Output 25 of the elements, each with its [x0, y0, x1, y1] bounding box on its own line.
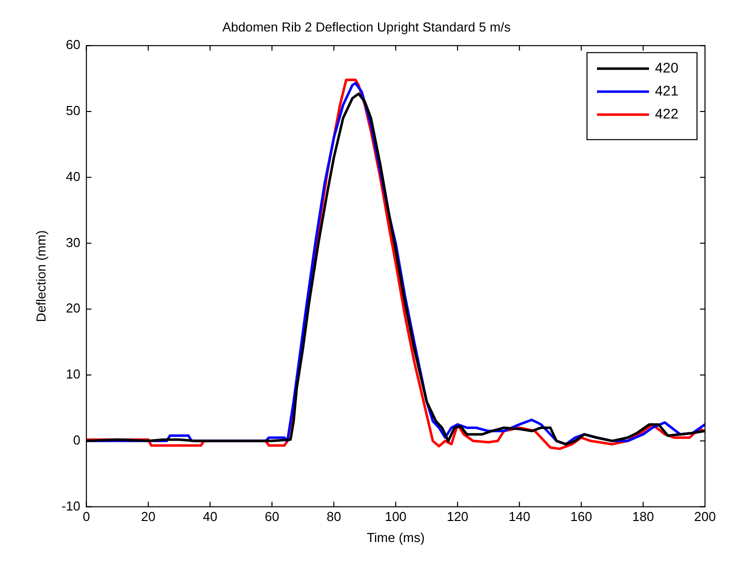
x-tick-label: 40: [202, 509, 218, 524]
x-tick-label: 160: [570, 509, 592, 524]
x-tick-label: 180: [632, 509, 654, 524]
x-tick-label: 20: [141, 509, 156, 524]
x-tick-label: 80: [326, 509, 342, 524]
legend-label: 420: [655, 59, 679, 76]
x-tick-label: 120: [446, 509, 468, 524]
y-tick-label: 0: [73, 432, 80, 448]
x-tick-label: 200: [694, 509, 716, 524]
y-tick-label: 20: [66, 300, 80, 316]
x-tick-label: 100: [384, 509, 407, 524]
y-axis-title: Deflection (mm): [33, 230, 48, 322]
x-tick-label: 140: [508, 509, 530, 524]
y-tick-label: 30: [66, 234, 80, 250]
x-axis-title: Time (ms): [366, 530, 425, 545]
y-tick-label: 50: [66, 103, 80, 118]
y-tick-label: 60: [66, 37, 80, 52]
y-tick-label: -10: [62, 498, 80, 514]
chart-title: Abdomen Rib 2 Deflection Upright Standard 5 m/s: [222, 19, 512, 34]
legend-label: 422: [655, 105, 679, 122]
x-tick-label: 0: [82, 509, 90, 524]
x-tick-label: 60: [264, 509, 280, 524]
legend-label: 421: [655, 82, 679, 98]
y-tick-label: 40: [66, 168, 80, 184]
y-tick-label: 10: [66, 366, 80, 382]
